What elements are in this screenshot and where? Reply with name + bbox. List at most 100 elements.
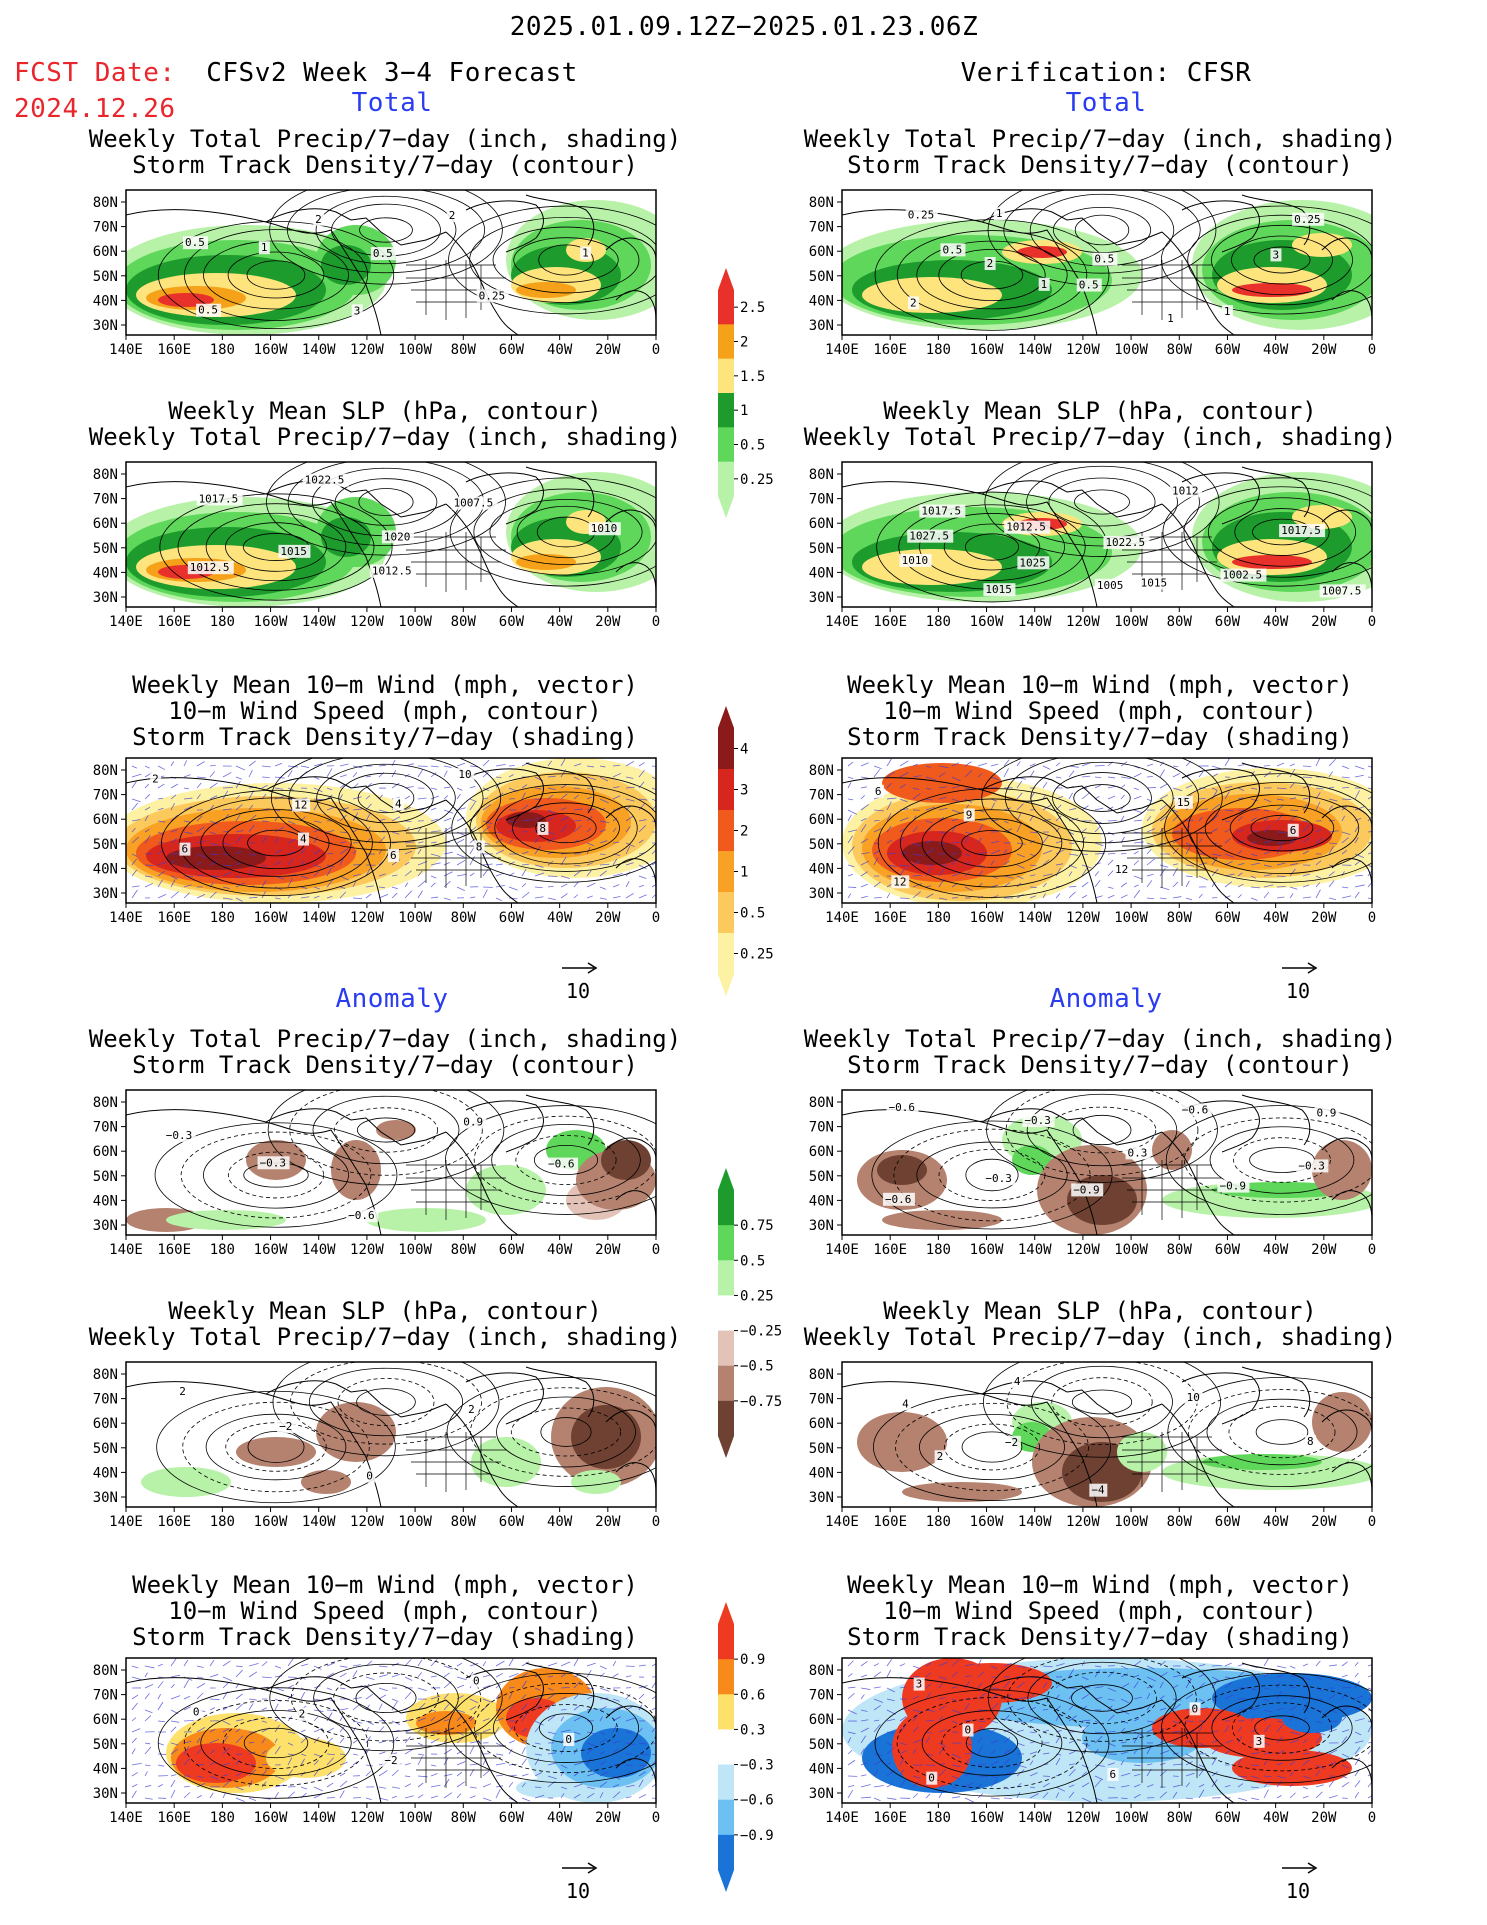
contour-label: 1 xyxy=(1041,278,1048,291)
y-tick-label: 40N xyxy=(93,861,118,877)
colorbar-label: 0.25 xyxy=(740,1288,774,1304)
map-panel-cfsr-total-slp: 1017.5 1012.5 1005 1012 1017.5 1010 1015 1022.5… xyxy=(809,461,1376,630)
vector-reference-fcst-anom: 10 xyxy=(560,1860,600,1903)
x-tick-label: 140W xyxy=(1018,1242,1052,1258)
contour-label: 0.25 xyxy=(908,208,935,221)
shading-region xyxy=(166,1210,286,1230)
y-tick-label: 40N xyxy=(809,1465,834,1481)
x-tick-label: 0 xyxy=(1368,342,1376,358)
shading-region xyxy=(1202,1454,1322,1470)
y-tick-label: 30N xyxy=(93,1490,118,1506)
x-tick-label: 120W xyxy=(1066,1810,1100,1826)
x-tick-label: 40W xyxy=(1263,1514,1289,1530)
vector-reference-cfsr-anom: 10 xyxy=(1280,1860,1320,1903)
contour-label: 1012.5 xyxy=(1006,521,1046,534)
x-tick-label: 40W xyxy=(1263,1810,1289,1826)
colorbar-swatch xyxy=(718,769,734,811)
contour-label: −4 xyxy=(1091,1484,1105,1497)
contour-label: 0.5 xyxy=(185,236,205,249)
x-tick-label: 100W xyxy=(398,342,432,358)
x-tick-label: 160W xyxy=(970,910,1004,926)
vector-reference-fcst-total: 10 xyxy=(560,960,600,1003)
x-tick-label: 40W xyxy=(547,1242,573,1258)
shading-region xyxy=(331,1140,381,1200)
shading-region xyxy=(1152,1130,1192,1170)
contour-label: 1022.5 xyxy=(305,474,345,487)
shading-region xyxy=(862,277,1002,313)
shading-region xyxy=(266,1738,346,1778)
contour-label: −0.3 xyxy=(985,1172,1012,1185)
contour-label: 2 xyxy=(937,1450,944,1463)
colorbar-swatch xyxy=(718,427,734,463)
x-tick-label: 140E xyxy=(109,1514,143,1530)
contour-label: 0.9 xyxy=(1317,1107,1337,1120)
x-tick-label: 180 xyxy=(210,910,235,926)
contour-label: 1027.5 xyxy=(909,530,949,543)
x-tick-label: 20W xyxy=(1311,1514,1337,1530)
map-panel-fcst-anom-precip: −0.3 −0.3 −0.6 0.9 −0.6 140E 160E 180 160W 140W 12… xyxy=(93,1089,660,1258)
x-tick-label: 0 xyxy=(1368,1514,1376,1530)
x-tick-label: 20W xyxy=(595,1810,621,1826)
x-tick-label: 0 xyxy=(1368,1242,1376,1258)
x-tick-label: 80W xyxy=(451,342,477,358)
contour-label: 8 xyxy=(476,840,483,853)
x-tick-label: 20W xyxy=(1311,1810,1337,1826)
contour-label: 1010 xyxy=(902,554,929,567)
map-panel-fcst-anom-wind: 0 2 −2 0 0 140E 160E 180 160W 140W 120W 100W 80W 60W 4… xyxy=(93,1657,660,1826)
x-tick-label: 40W xyxy=(547,910,573,926)
map-panel-cfsr-total-wind: 6 9 12 15 6 12 140E 160E 180 160W 140W 120W 100W 80W 6… xyxy=(809,757,1376,926)
y-tick-label: 60N xyxy=(93,1144,118,1160)
panel-title-fcst-total-wind: Weekly Mean 10−m Wind (mph, vector) 10−m … xyxy=(132,671,638,751)
shading-region xyxy=(158,293,214,307)
x-tick-label: 60W xyxy=(1215,1514,1241,1530)
x-tick-label: 180 xyxy=(926,342,951,358)
x-tick-label: 20W xyxy=(1311,342,1337,358)
shading-region xyxy=(882,763,1002,803)
map-panel-cfsr-total-precip: 0.25 2 0.5 1 3 2 1 0.5 1 0.25 0.5 1 140E 160E 180 160W 1… xyxy=(809,189,1376,358)
x-tick-label: 20W xyxy=(595,614,621,630)
colorbar-swatch xyxy=(718,324,734,360)
contour-label: 15 xyxy=(1177,796,1190,809)
contour-label: 2 xyxy=(179,1385,186,1398)
x-tick-label: 0 xyxy=(652,1242,660,1258)
x-tick-label: 80W xyxy=(451,1810,477,1826)
y-tick-label: 80N xyxy=(809,1367,834,1383)
x-tick-label: 120W xyxy=(1066,614,1100,630)
contour-label: −0.6 xyxy=(1182,1103,1209,1116)
y-tick-label: 60N xyxy=(809,1144,834,1160)
x-tick-label: 180 xyxy=(926,910,951,926)
x-tick-label: 120W xyxy=(350,1514,384,1530)
colorbar-label: 1 xyxy=(740,865,748,881)
contour-label: 2 xyxy=(315,213,322,226)
x-tick-label: 140W xyxy=(1018,1514,1052,1530)
contour-label: 6 xyxy=(181,843,188,856)
contour-label: 8 xyxy=(539,822,546,835)
x-tick-label: 140W xyxy=(302,614,336,630)
contour-label: 0.5 xyxy=(942,243,962,256)
colorbar-swatch xyxy=(718,933,734,975)
shading-region xyxy=(892,1708,972,1788)
x-tick-label: 160E xyxy=(157,1242,191,1258)
y-tick-label: 70N xyxy=(809,220,834,236)
y-tick-label: 40N xyxy=(809,861,834,877)
x-tick-label: 0 xyxy=(1368,614,1376,630)
x-tick-label: 140W xyxy=(302,1810,336,1826)
x-tick-label: 80W xyxy=(1167,614,1193,630)
contour-label: 2 xyxy=(910,296,917,309)
y-tick-label: 70N xyxy=(93,788,118,804)
colorbar-label: 0.25 xyxy=(740,472,774,488)
contour-label: 1017.5 xyxy=(1281,524,1321,537)
contour-label: −0.6 xyxy=(548,1158,575,1171)
contour-label: 4 xyxy=(902,1397,909,1410)
x-tick-label: 120W xyxy=(1066,342,1100,358)
y-tick-label: 40N xyxy=(93,293,118,309)
contour-label: −0.6 xyxy=(348,1209,375,1222)
shading-region xyxy=(236,1437,316,1467)
x-tick-label: 20W xyxy=(595,1242,621,1258)
y-tick-label: 30N xyxy=(809,590,834,606)
contour-label: 1 xyxy=(582,247,589,260)
colorbar-swatch xyxy=(718,1400,734,1437)
colorbar-label: 1 xyxy=(740,403,748,419)
colorbar-label: 0.3 xyxy=(740,1722,765,1738)
panel-title-cfsr-total-precip: Weekly Total Precip/7−day (inch, shading… xyxy=(803,125,1397,179)
